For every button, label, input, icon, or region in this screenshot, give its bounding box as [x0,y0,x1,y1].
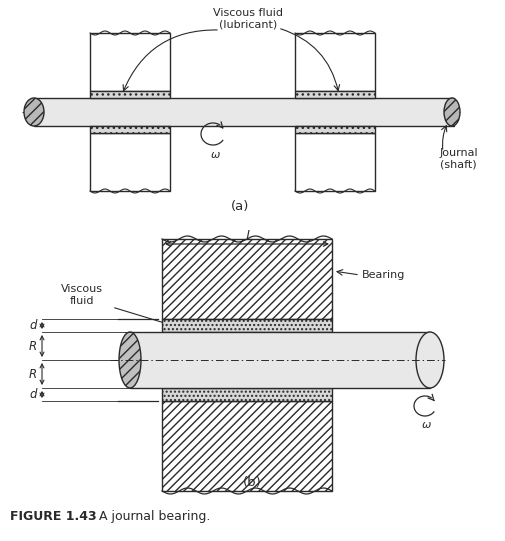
Ellipse shape [416,332,444,388]
Text: R: R [29,367,37,380]
Bar [90,91,170,98]
Text: d: d [29,388,37,401]
Bar [162,319,332,332]
Text: FIGURE 1.43: FIGURE 1.43 [10,510,96,523]
Ellipse shape [24,98,44,126]
Bar [295,126,375,133]
Bar [90,126,170,133]
Text: l: l [245,230,249,243]
Bar [90,33,170,91]
Text: Viscous
fluid: Viscous fluid [61,284,103,306]
Text: d: d [29,319,37,332]
Bar [162,388,332,401]
Bar [162,401,332,491]
Text: A journal bearing.: A journal bearing. [87,510,211,523]
Ellipse shape [444,98,460,126]
Ellipse shape [119,332,141,388]
Text: (b): (b) [242,476,262,489]
Text: ω: ω [211,150,221,160]
Bar [162,239,332,319]
Bar [295,91,375,98]
Bar [34,98,454,126]
Text: (a): (a) [231,200,249,213]
Bar [90,133,170,191]
Text: Journal
(shaft): Journal (shaft) [440,148,479,169]
Text: Viscous fluid
(lubricant): Viscous fluid (lubricant) [213,8,283,30]
Bar [295,33,375,91]
Text: R: R [29,340,37,353]
Text: ω: ω [422,420,432,430]
Bar [130,332,430,388]
Text: Bearing: Bearing [362,270,406,280]
Bar [295,133,375,191]
